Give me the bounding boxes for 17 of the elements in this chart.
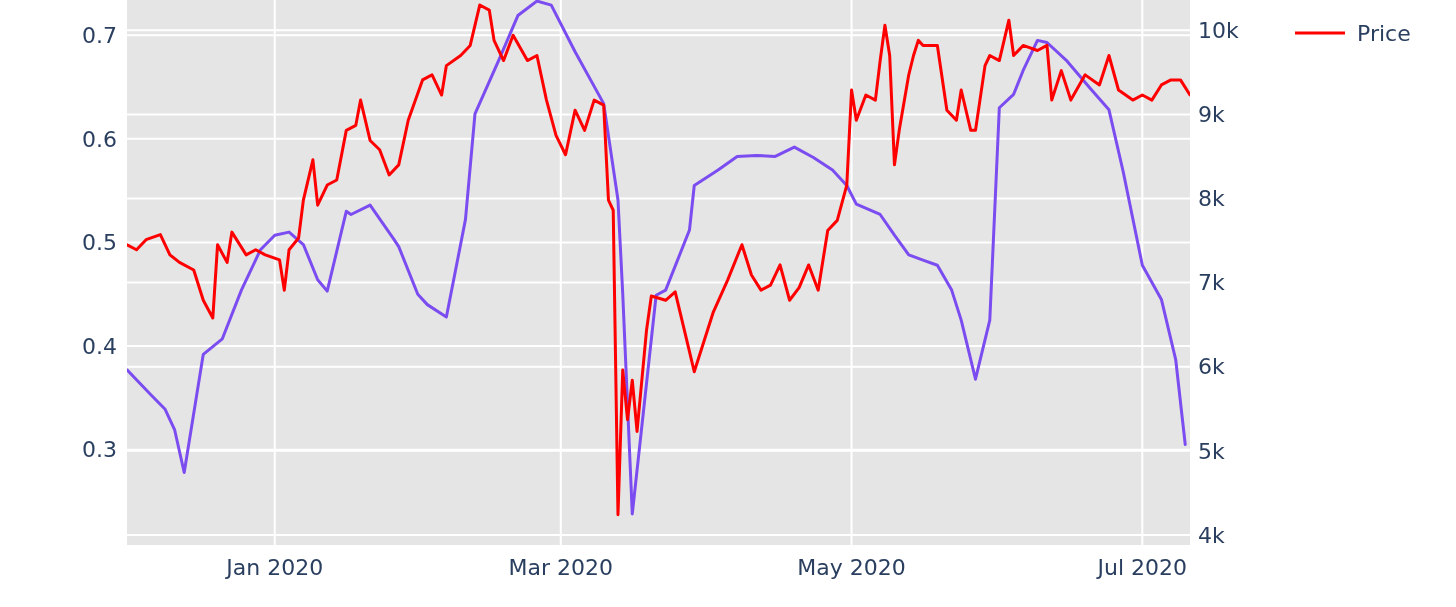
- y2-tick-label: 5k: [1198, 438, 1225, 464]
- y2-tick-label: 8k: [1198, 186, 1225, 212]
- y-tick-label: 0.7: [82, 22, 117, 48]
- y2-tick-label: 4k: [1198, 522, 1225, 548]
- x-tick-label: Jul 2020: [1095, 555, 1188, 580]
- y2-tick-label: 10k: [1198, 17, 1239, 43]
- y-tick-label: 0.4: [82, 333, 117, 359]
- x-tick-label: Jan 2020: [224, 555, 324, 580]
- y-tick-label: 0.6: [82, 126, 117, 152]
- y2-tick-label: 6k: [1198, 354, 1225, 380]
- y-tick-label: 0.5: [82, 230, 117, 256]
- y2-tick-label: 7k: [1198, 270, 1225, 296]
- y-tick-label: 0.3: [82, 437, 117, 463]
- legend-label: Price: [1357, 20, 1411, 46]
- x-tick-label: May 2020: [797, 555, 906, 580]
- y2-tick-label: 9k: [1198, 102, 1225, 128]
- x-tick-label: Mar 2020: [508, 555, 614, 580]
